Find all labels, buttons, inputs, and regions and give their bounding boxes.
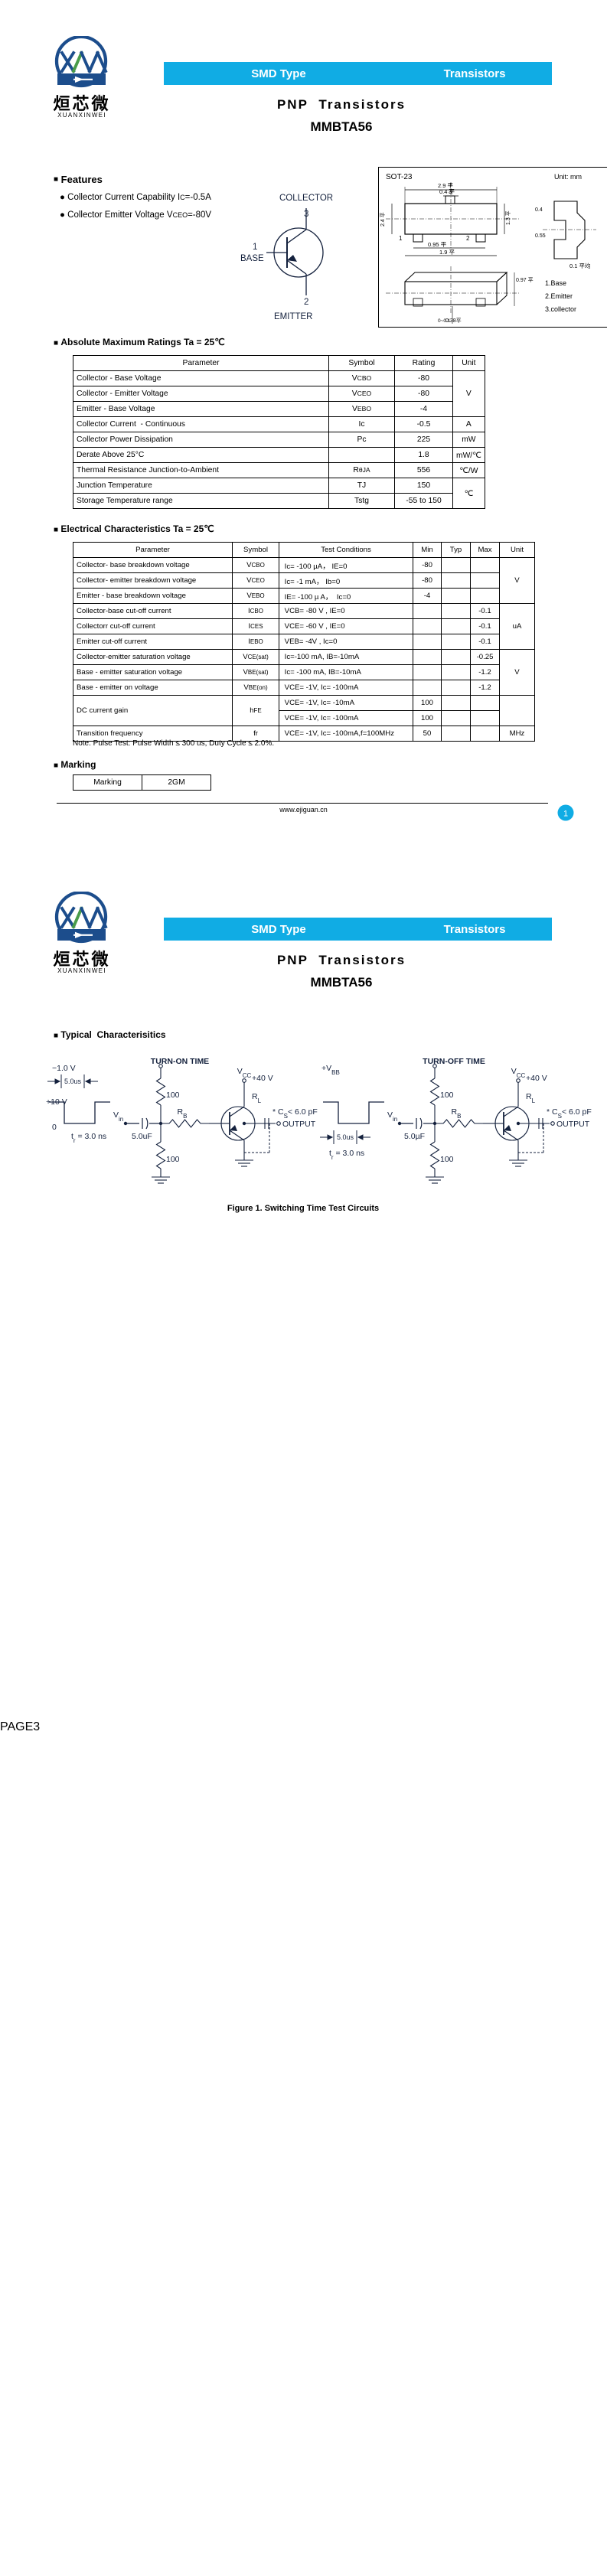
svg-text:0.97 平: 0.97 平 (516, 277, 534, 283)
svg-text:5.0µF: 5.0µF (404, 1132, 425, 1141)
svg-text:VCC: VCC (511, 1067, 526, 1079)
svg-text:5.0us: 5.0us (337, 1133, 354, 1141)
svg-text:2: 2 (466, 235, 470, 242)
svg-text:BASE: BASE (240, 254, 264, 263)
svg-text:1.Base: 1.Base (545, 279, 566, 287)
svg-text:3.collector: 3.collector (545, 305, 576, 313)
svg-text:TURN-OFF TIME: TURN-OFF TIME (423, 1057, 485, 1066)
svg-text:−1.0 V: −1.0 V (52, 1064, 76, 1073)
svg-text:Vin: Vin (387, 1110, 397, 1123)
svg-text:100: 100 (166, 1091, 180, 1100)
svg-text:100: 100 (440, 1091, 454, 1100)
svg-text:0.55: 0.55 (535, 233, 546, 239)
svg-text:0~0.1: 0~0.1 (438, 318, 451, 324)
svg-text:1: 1 (399, 235, 403, 242)
svg-text:OUTPUT: OUTPUT (282, 1120, 316, 1129)
svg-text:tr = 3.0 ns: tr = 3.0 ns (71, 1132, 106, 1144)
svg-text:SOT-23: SOT-23 (386, 173, 413, 181)
svg-text:0.1 平均: 0.1 平均 (569, 262, 591, 269)
svg-text:Vin: Vin (113, 1110, 123, 1123)
svg-text:+40 V: +40 V (526, 1074, 547, 1083)
svg-text:1: 1 (563, 810, 568, 819)
svg-text:5.0us: 5.0us (64, 1078, 82, 1085)
svg-text:Unit: mm: Unit: mm (554, 173, 582, 181)
svg-text:+VBB: +VBB (321, 1064, 340, 1076)
svg-text:+10 V: +10 V (46, 1097, 67, 1107)
svg-text:1.9 平: 1.9 平 (439, 249, 455, 256)
svg-text:OUTPUT: OUTPUT (556, 1120, 590, 1129)
svg-text:RB: RB (452, 1107, 462, 1120)
svg-text:RL: RL (526, 1092, 536, 1104)
svg-text:2.4 平: 2.4 平 (380, 212, 386, 227)
svg-text:* CS< 6.0 pF: * CS< 6.0 pF (547, 1107, 592, 1120)
svg-text:2: 2 (304, 298, 308, 307)
svg-text:RL: RL (252, 1092, 262, 1104)
svg-text:2.Emitter: 2.Emitter (545, 292, 573, 300)
svg-text:RB: RB (178, 1107, 188, 1120)
svg-text:0.95 平: 0.95 平 (428, 241, 447, 248)
svg-text:5.0uF: 5.0uF (132, 1132, 152, 1141)
svg-text:1.3 平: 1.3 平 (505, 210, 511, 225)
svg-text:tr = 3.0 ns: tr = 3.0 ns (329, 1149, 364, 1161)
svg-text:VCC: VCC (237, 1067, 252, 1079)
svg-text:3: 3 (304, 210, 308, 219)
svg-text:0.4: 0.4 (535, 207, 543, 213)
svg-text:0: 0 (52, 1123, 57, 1132)
svg-text:* CS< 6.0 pF: * CS< 6.0 pF (272, 1107, 318, 1120)
svg-text:1: 1 (253, 243, 257, 252)
svg-text:100: 100 (440, 1155, 454, 1164)
svg-text:100: 100 (166, 1155, 180, 1164)
svg-text:COLLECTOR: COLLECTOR (279, 194, 333, 203)
svg-text:+40 V: +40 V (252, 1074, 273, 1083)
svg-text:0.4 平: 0.4 平 (439, 188, 455, 195)
svg-text:EMITTER: EMITTER (274, 312, 312, 321)
